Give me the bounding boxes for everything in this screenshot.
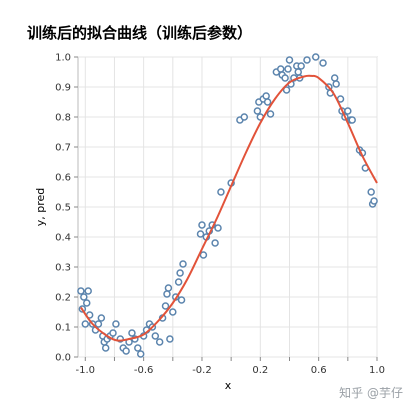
data-point [77, 287, 85, 295]
x-tick-label: 0.6 [311, 365, 327, 376]
y-tick-label: 0.3 [55, 263, 71, 274]
y-axis: 0.0 0.1 0.2 0.3 0.4 0.5 0.6 0.7 0.8 0.9 1.0 [55, 53, 78, 364]
data-point [344, 107, 352, 115]
data-point [84, 287, 92, 295]
grid [78, 56, 378, 358]
data-point [330, 74, 339, 82]
data-point [332, 80, 340, 88]
data-point [199, 251, 208, 259]
data-point [81, 320, 90, 328]
y-tick-label: 0.4 [55, 233, 71, 244]
chart-title: 训练后的拟合曲线（训练后参数） [27, 24, 253, 42]
data-point [266, 110, 275, 118]
fit-curve [80, 74, 378, 342]
data-point [294, 68, 302, 76]
y-tick-label: 0.9 [55, 83, 71, 94]
x-tick-label: -0.2 [192, 365, 212, 376]
x-tick-label: -1.0 [76, 365, 96, 376]
data-point [128, 329, 136, 337]
data-point [276, 65, 285, 73]
data-point [161, 302, 170, 310]
data-point [282, 86, 291, 94]
y-tick-label: 0.0 [55, 353, 71, 364]
x-tick-label: -0.6 [134, 365, 154, 376]
data-point [169, 308, 177, 316]
data-point [122, 347, 130, 355]
data-point [281, 74, 289, 82]
data-point [179, 260, 187, 268]
data-point [348, 116, 356, 124]
data-point [262, 92, 270, 100]
data-point [303, 56, 311, 64]
y-tick-label: 0.8 [55, 113, 71, 124]
data-point [284, 65, 292, 73]
data-point [109, 329, 117, 337]
data-point [94, 320, 103, 328]
data-point [177, 296, 186, 304]
data-point [311, 53, 320, 61]
y-tick-label: 0.7 [55, 143, 71, 154]
data-point [155, 338, 164, 346]
data-point [83, 299, 91, 307]
y-tick-label: 0.2 [55, 293, 71, 304]
data-point [367, 188, 375, 196]
data-point [263, 98, 272, 106]
data-point [253, 107, 262, 115]
data-point [164, 284, 173, 292]
data-point [112, 320, 120, 328]
data-point [297, 62, 305, 70]
data-point [151, 332, 160, 340]
y-tick-label: 0.1 [55, 323, 71, 334]
data-point [198, 221, 206, 229]
y-tick-label: 0.6 [55, 173, 71, 184]
data-point [319, 59, 327, 67]
data-point [240, 113, 249, 121]
data-point [176, 269, 184, 277]
x-axis-title: x [225, 379, 232, 392]
data-point [285, 56, 294, 64]
data-point [136, 350, 145, 358]
data-point [163, 290, 171, 298]
data-point [101, 344, 110, 352]
data-point [97, 314, 106, 322]
data-point [134, 344, 142, 352]
data-point [211, 239, 219, 247]
y-axis-title: y, pred [34, 188, 47, 227]
x-tick-label: 0.2 [252, 365, 268, 376]
data-point [174, 278, 183, 286]
data-point [370, 197, 378, 205]
y-tick-label: 1.0 [55, 53, 71, 64]
data-point [214, 224, 222, 232]
watermark: 知乎 @芋仔 [339, 386, 403, 400]
x-axis: -1.0 -0.6 -0.2 0.2 0.6 1.0 [76, 357, 385, 376]
data-point [166, 335, 174, 343]
data-point [217, 188, 225, 196]
data-point [80, 293, 88, 301]
x-tick-label: 1.0 [369, 365, 385, 376]
y-tick-label: 0.5 [55, 203, 71, 214]
data-point [196, 230, 205, 238]
